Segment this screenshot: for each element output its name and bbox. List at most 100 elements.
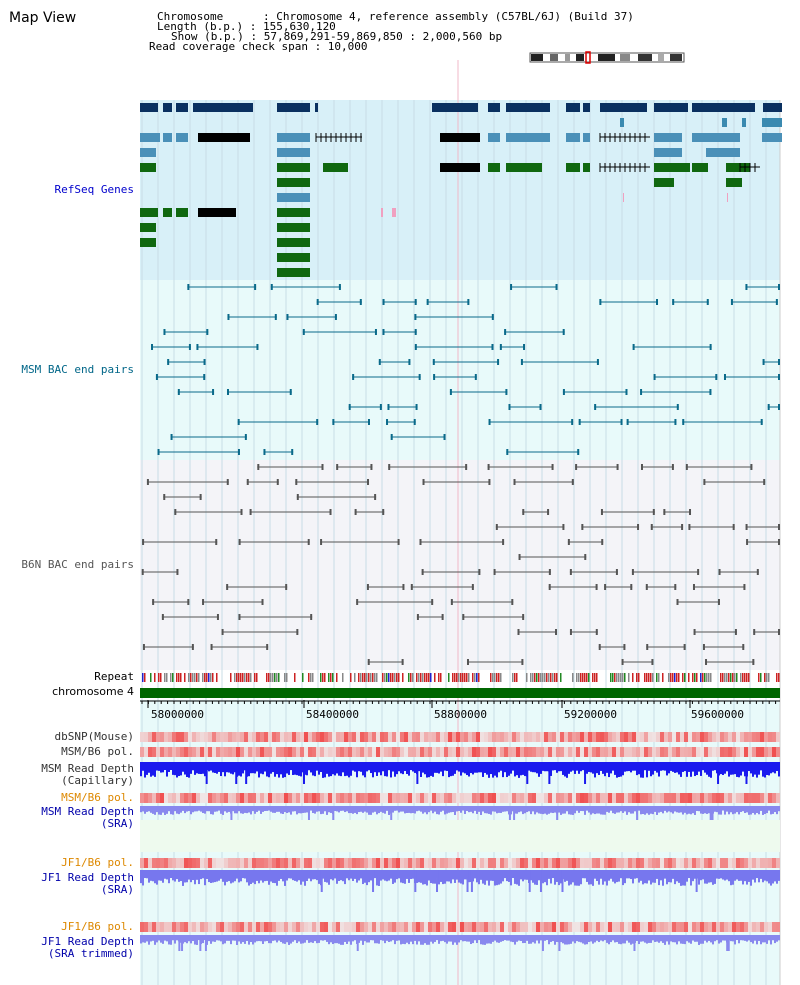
msm-depth-cap-bar [510,762,512,774]
dbsnp-heat [304,732,308,742]
jf1-depth-sra-bar [662,870,664,886]
repeat-element [472,673,474,682]
msm-b6-pol-sra-heat [188,793,192,803]
msm-depth-cap-bar [444,762,446,771]
msm-depth-cap-bar [260,762,262,774]
b6n-bac-pair-end [551,464,554,470]
msm-b6-pol-heat [192,747,196,757]
jf1-b6-pol-trim-heat [652,922,656,932]
jf1-depth-trim-bar [372,935,374,941]
repeat-element [158,673,160,682]
dbsnp-heat [152,732,156,742]
b6n-bac-pair-end [567,539,570,545]
jf1-depth-sra-bar [561,870,564,892]
msm-depth-cap-bar [250,762,252,774]
repeat-element [656,673,658,682]
gene-exon [726,178,742,187]
jf1-b6-pol-heat [372,858,376,868]
dbsnp-heat [636,732,640,742]
jf1-depth-sra-bar [494,870,496,886]
jf1-depth-trim-bar [724,935,726,941]
chromosome-ideogram[interactable] [528,51,688,65]
jf1-depth-trim-bar [536,935,538,941]
jf1-depth-trim-bar [758,935,760,941]
b6n-bac-pair-end [367,659,370,665]
repeat-element [176,673,178,682]
jf1-depth-trim-bar [304,935,306,943]
repeat-element [322,673,324,682]
jf1-depth-sra-bar [686,870,688,882]
msm-b6-pol-sra-heat [192,793,196,803]
jf1-b6-pol-trim-heat [656,922,660,932]
msm-depth-sra-bar [640,806,642,815]
jf1-b6-pol-heat [252,858,256,868]
jf1-b6-pol-heat [460,858,464,868]
dbsnp-heat [720,732,724,742]
msm-depth-cap-bar [704,762,706,773]
gene-exon [140,238,156,247]
msm-b6-pol-sra-heat [264,793,268,803]
jf1-depth-trim-bar [668,935,670,945]
msm-b6-pol-sra-heat [236,793,240,803]
jf1-depth-trim-bar [688,935,690,943]
jf1-b6-pol-trim-heat [404,922,408,932]
msm-depth-cap-bar [172,762,174,775]
msm-b6-pol-heat [664,747,668,757]
b6n-bac-pair-end [692,584,695,590]
msm-depth-sra-bar [362,806,364,813]
msm-b6-pol-sra-heat [768,793,772,803]
msm-depth-sra-bar [574,806,576,814]
jf1-depth-trim-bar [416,935,418,945]
msm-depth-sra-bar [658,806,660,813]
b6n-bac-pair-end [174,509,177,515]
msm-b6-pol-sra-heat [592,793,596,803]
msm-bac-pair-end [656,299,659,305]
msm-depth-sra-bar [400,806,402,812]
msm-b6-pol-sra-heat [156,793,160,803]
jf1-depth-sra-bar [478,870,480,885]
b6n-bac-pair-end [382,509,385,515]
b6n-bac-pair-end [671,464,674,470]
jf1-depth-sra-bar [498,870,500,885]
msm-depth-cap-bar [204,762,206,777]
msm-depth-sra-bar [268,806,270,811]
jf1-depth-sra-bar [194,870,196,885]
jf1-b6-pol-trim-heat [288,922,292,932]
jf1-depth-trim-bar [640,935,642,942]
b6n-bac-pair-end [517,629,520,635]
jf1-depth-trim-bar [420,935,422,945]
jf1-b6-pol-heat [428,858,432,868]
jf1-b6-pol-heat [528,858,532,868]
jf1-depth-trim-bar [550,935,552,942]
jf1-depth-trim-bar [436,935,438,941]
b6n-bac-pair-end [321,464,324,470]
jf1-depth-sra-bar [492,870,494,881]
msm-b6-pol-sra-heat [736,793,740,803]
msm-depth-cap-bar [190,762,192,774]
msm-bac-pair-end [177,389,180,395]
jf1-depth-sra-bar [280,870,282,879]
msm-depth-sra-bar [416,806,418,812]
msm-b6-pol-sra-heat [260,793,264,803]
jf1-b6-pol-trim-heat [596,922,600,932]
jf1-depth-sra-bar [608,870,610,881]
jf1-depth-trim-bar [778,935,780,941]
b6n-bac-pair-end [221,629,224,635]
jf1-depth-trim-bar [152,935,154,941]
repeat-element [374,673,376,682]
msm-bac-pair-end [390,434,393,440]
msm-b6-pol-heat [468,747,472,757]
jf1-depth-trim-bar [264,935,266,942]
jf1-depth-trim-bar [392,935,394,941]
b6n-bac-pair-end [161,614,164,620]
repeat-element [202,673,204,682]
msm-depth-cap-bar [760,762,762,771]
msm-depth-cap-bar [406,762,408,774]
axis-tick-label: 58400000 [306,708,359,721]
pink-mark [381,208,383,217]
jf1-b6-pol-heat [480,858,484,868]
jf1-depth-trim-bar [670,935,672,942]
jf1-depth-trim-bar [196,935,198,945]
msm-depth-sra-bar [168,806,170,812]
